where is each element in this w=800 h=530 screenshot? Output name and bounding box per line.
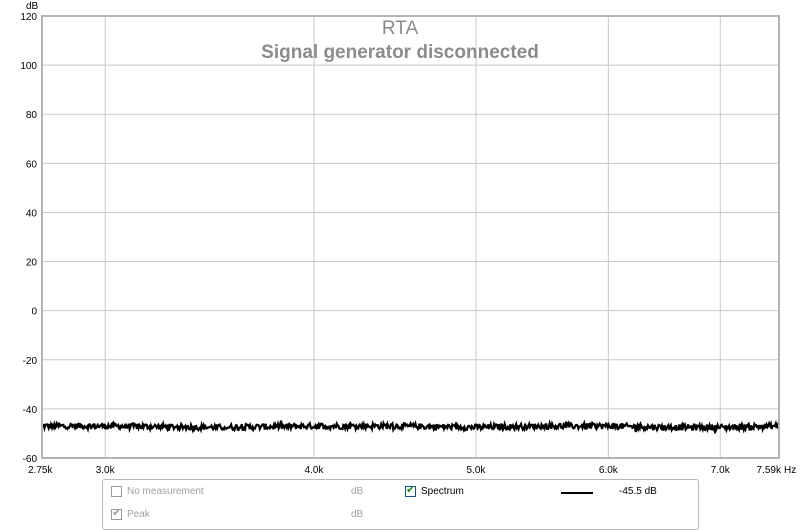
checkmark-icon: ✔	[406, 483, 416, 496]
series-line-spectrum	[41, 419, 780, 435]
y-tick-label: 100	[20, 61, 37, 72]
y-tick-label: 20	[26, 258, 38, 269]
no-measurement-label: No measurement	[127, 486, 204, 497]
y-tick-label: -40	[23, 405, 38, 416]
spectrum-line-swatch	[561, 492, 593, 494]
spectrum-value: -45.5 dB	[619, 486, 657, 497]
y-tick-label: -20	[23, 356, 38, 367]
y-tick-label: 40	[26, 208, 38, 219]
chart-title: RTA	[382, 18, 419, 39]
chart-subtitle: Signal generator disconnected	[261, 42, 539, 63]
y-tick-label: 80	[26, 110, 38, 121]
spectrum-label: Spectrum	[421, 486, 464, 497]
x-tick-label: 7.0k	[711, 465, 731, 476]
legend-row-2: ✔ Peak dB	[103, 506, 698, 526]
x-tick-label: 6.0k	[599, 465, 619, 476]
x-tick-label: 2.75k	[28, 465, 53, 476]
y-axis-ticks: 120 100 80 60 40 20 0 -20 -40 -60	[20, 12, 37, 465]
chart-grid	[42, 15, 779, 459]
x-axis-ticks: 2.75k 3.0k 4.0k 5.0k 6.0k 7.0k 7.59k	[28, 465, 782, 476]
spectrum-checkbox[interactable]: ✔	[405, 483, 416, 497]
rta-chart: 120 100 80 60 40 20 0 -20 -40 -60 2.75k 3.0k 4.0k 5.…	[20, 1, 796, 476]
x-tick-label: 5.0k	[467, 465, 487, 476]
plot-frame	[41, 15, 780, 459]
y-axis-label: dB	[26, 1, 39, 12]
no-measurement-unit: dB	[351, 486, 364, 497]
peak-label: Peak	[127, 509, 150, 520]
peak-checkbox[interactable]: ✔	[111, 506, 122, 520]
x-tick-label: 3.0k	[96, 465, 116, 476]
y-tick-label: 0	[31, 307, 37, 318]
y-tick-label: 120	[20, 12, 37, 23]
checkmark-icon: ✔	[112, 506, 122, 519]
no-measurement-checkbox[interactable]	[111, 486, 122, 497]
peak-unit: dB	[351, 509, 364, 520]
legend-panel: No measurement dB ✔ Spectrum -45.5 dB ✔ …	[102, 479, 699, 530]
x-tick-label: 7.59k	[757, 465, 782, 476]
x-tick-label: 4.0k	[305, 465, 325, 476]
legend-row-1: No measurement dB ✔ Spectrum -45.5 dB	[103, 483, 698, 503]
x-axis-unit: Hz	[784, 465, 796, 476]
y-tick-label: 60	[26, 159, 38, 170]
y-tick-label: -60	[23, 454, 38, 465]
